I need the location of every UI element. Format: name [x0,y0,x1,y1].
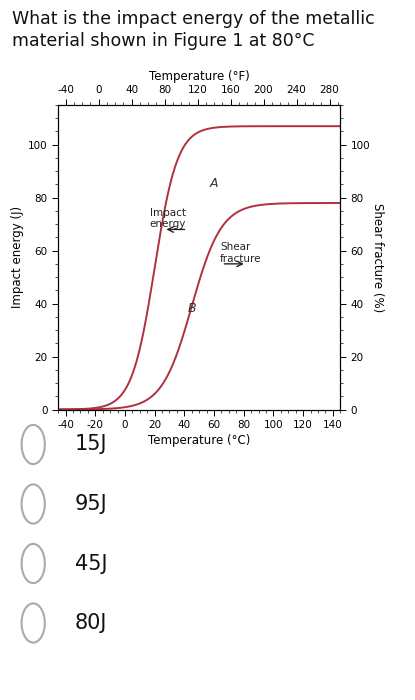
Text: 80J: 80J [75,613,107,633]
Text: material shown in Figure 1 at 80°C: material shown in Figure 1 at 80°C [12,32,315,50]
Text: What is the impact energy of the metallic: What is the impact energy of the metalli… [12,10,375,29]
Y-axis label: Impact energy (J): Impact energy (J) [11,206,24,308]
Y-axis label: Shear fracture (%): Shear fracture (%) [371,202,384,312]
Text: 95J: 95J [75,494,107,514]
X-axis label: Temperature (°F): Temperature (°F) [149,71,249,83]
Text: 45J: 45J [75,554,107,573]
Text: A: A [210,177,218,190]
X-axis label: Temperature (°C): Temperature (°C) [148,434,250,447]
Text: Shear
fracture: Shear fracture [220,242,261,264]
Text: 15J: 15J [75,435,107,454]
Text: Impact
energy: Impact energy [149,208,186,230]
Text: B: B [187,302,196,314]
